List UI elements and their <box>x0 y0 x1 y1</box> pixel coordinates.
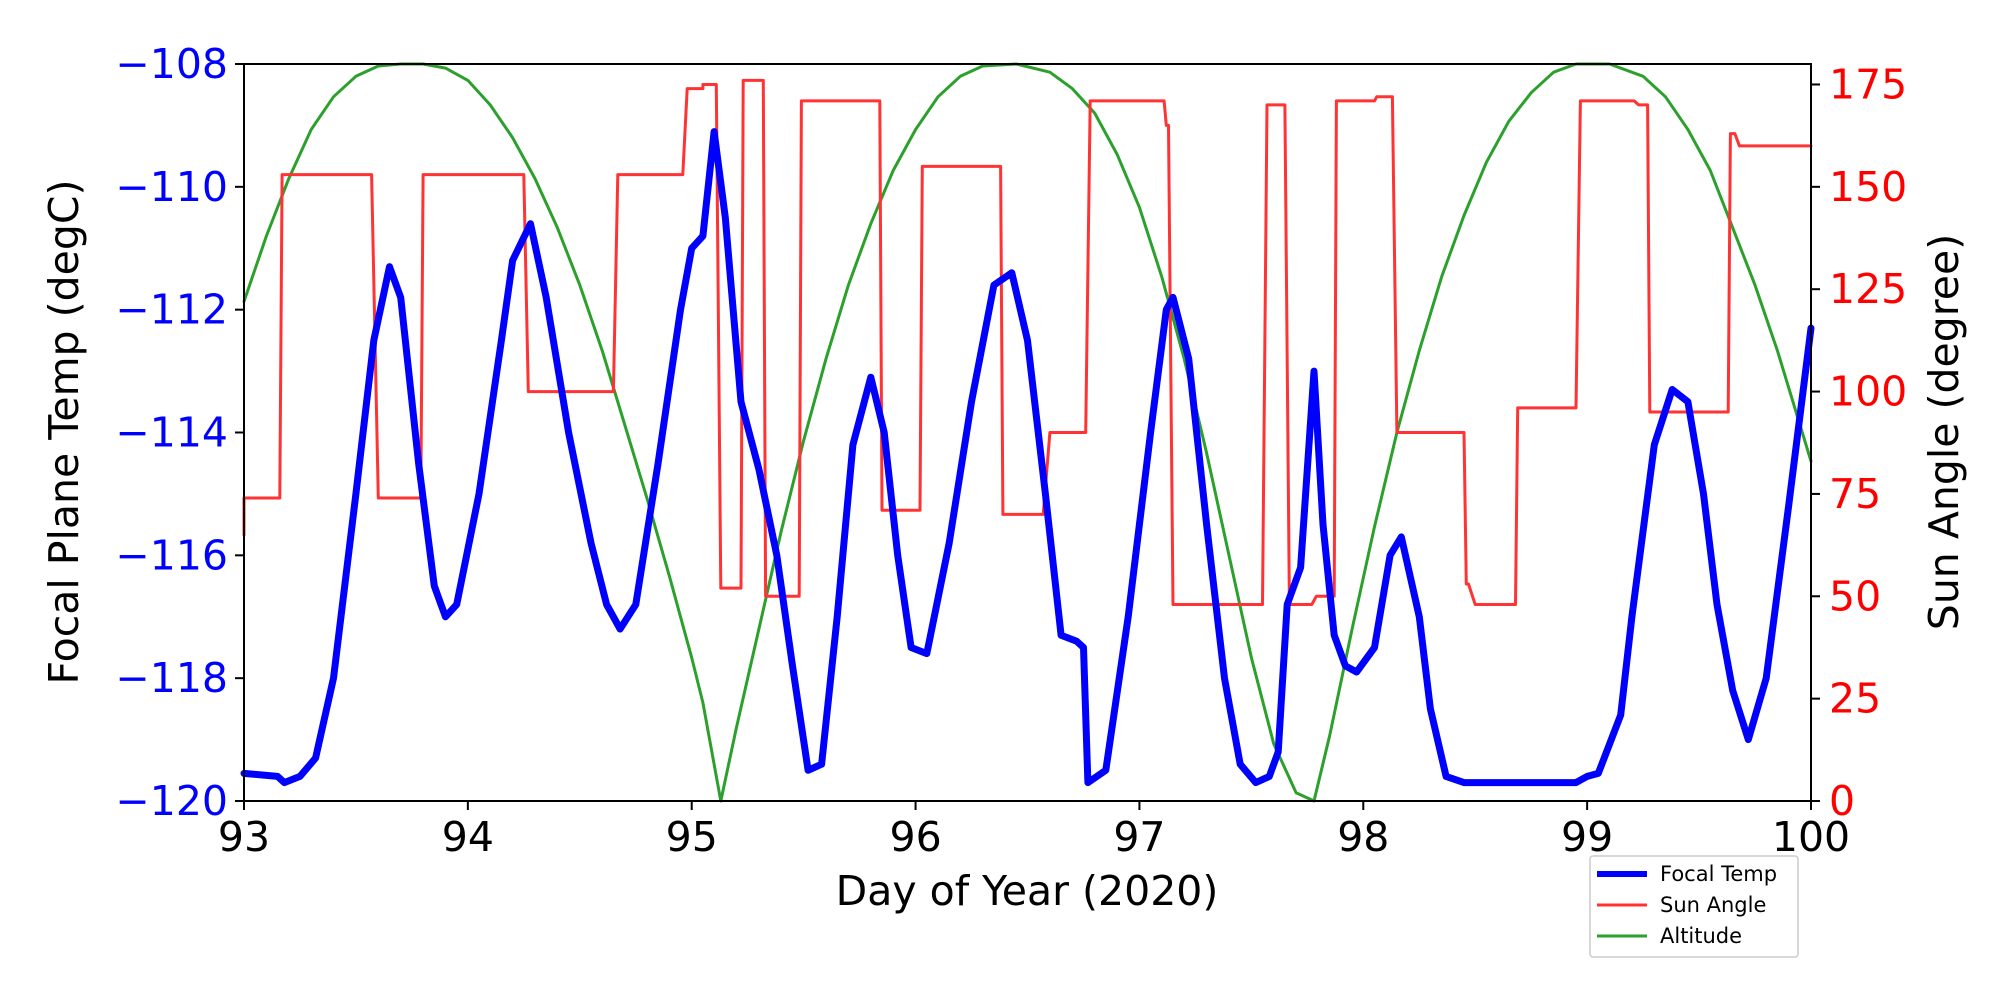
x-tick-label-2: 95 <box>666 813 718 861</box>
left-y-axis-ticks: −120 −118 −116 −114 −112 −110 −108 <box>115 40 244 825</box>
left-tick-label-1: −118 <box>115 654 228 702</box>
right-tick-label-4: 100 <box>1829 368 1907 416</box>
x-tick-label-3: 96 <box>889 813 941 861</box>
right-tick-label-6: 150 <box>1829 163 1907 211</box>
x-tick-label-0: 93 <box>218 813 270 861</box>
legend-label-sun-angle: Sun Angle <box>1660 893 1766 917</box>
series-line-focal-temp <box>240 128 1815 787</box>
x-tick-label-4: 97 <box>1113 813 1165 861</box>
left-tick-label-4: −112 <box>115 286 228 334</box>
left-tick-label-6: −108 <box>115 40 228 88</box>
x-axis-ticks: 93 94 95 96 97 98 99 100 <box>218 801 1850 861</box>
left-y-axis-title: Focal Plane Temp (degC) <box>40 180 88 685</box>
left-tick-label-5: −110 <box>115 163 228 211</box>
x-tick-label-6: 99 <box>1561 813 1613 861</box>
left-tick-label-3: −114 <box>115 409 228 457</box>
x-tick-label-1: 94 <box>442 813 494 861</box>
x-tick-label-7: 100 <box>1772 813 1850 861</box>
legend-label-focal-temp: Focal Temp <box>1660 862 1777 886</box>
left-tick-label-2: −116 <box>115 531 228 579</box>
left-tick-label-0: −120 <box>115 777 228 825</box>
legend: Focal Temp Sun Angle Altitude <box>1589 855 1799 958</box>
legend-box <box>1589 855 1799 958</box>
right-tick-label-2: 50 <box>1829 572 1881 620</box>
right-tick-label-1: 25 <box>1829 675 1881 723</box>
right-tick-label-5: 125 <box>1829 265 1907 313</box>
x-axis-title: Day of Year (2020) <box>836 867 1219 915</box>
series-line-sun-angle <box>242 78 1813 606</box>
right-y-axis-ticks: 0 25 50 75 100 125 150 175 <box>1811 60 1907 825</box>
right-tick-label-7: 175 <box>1829 60 1907 108</box>
series-layer <box>240 62 1815 803</box>
legend-label-altitude: Altitude <box>1660 924 1742 948</box>
x-tick-label-5: 98 <box>1337 813 1389 861</box>
right-y-axis-title: Sun Angle (degree) <box>1920 234 1968 630</box>
right-tick-label-3: 75 <box>1829 470 1881 518</box>
right-tick-label-0: 0 <box>1829 777 1855 825</box>
